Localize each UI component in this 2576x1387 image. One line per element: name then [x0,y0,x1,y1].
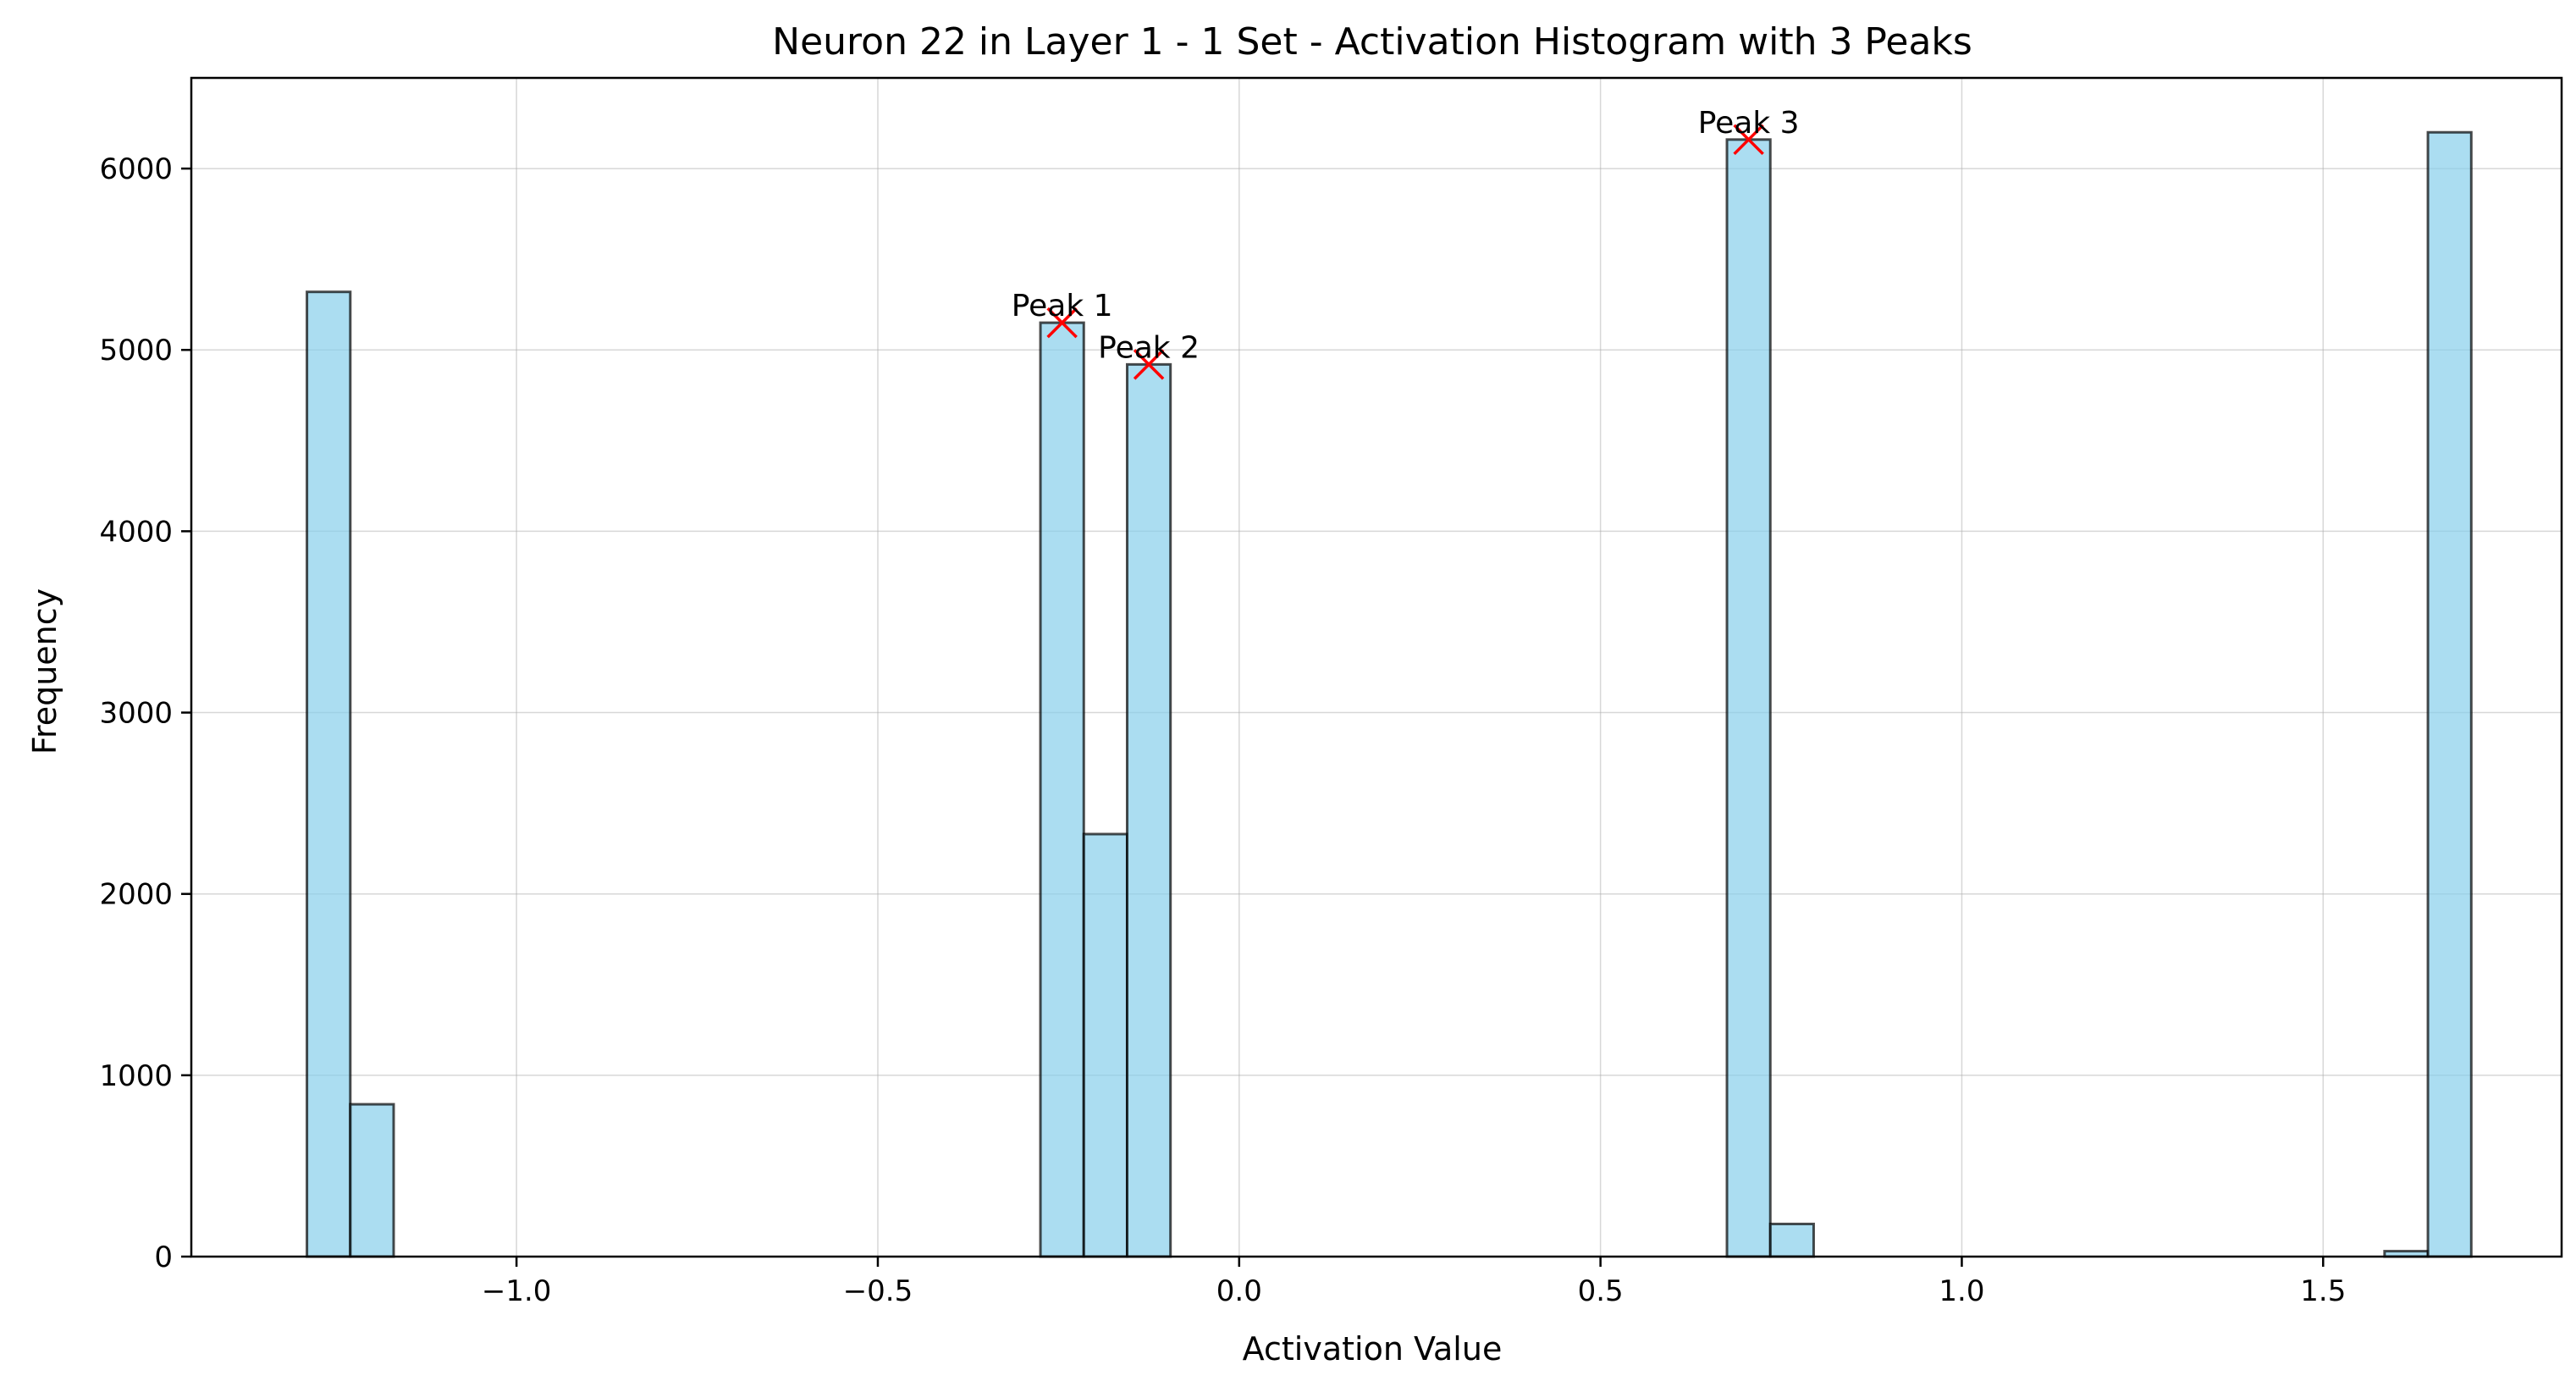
peak-marker-2 [1133,349,1165,380]
x-tick-label: 0.5 [1578,1274,1624,1308]
plot-frame [190,76,2563,1258]
x-tick-label: 1.5 [2300,1274,2346,1308]
x-axis-label: Activation Value [1243,1330,1503,1368]
chart-title: Neuron 22 in Layer 1 - 1 Set - Activatio… [772,20,1972,64]
x-tick-label: 1.0 [1939,1274,1984,1308]
histogram-bar-2 [349,1102,395,1258]
y-tick-label: 0 [154,1241,173,1274]
y-tick-label: 5000 [99,334,173,367]
histogram-bar-3 [1039,321,1085,1258]
y-tick-label: 2000 [99,878,173,912]
histogram-bar-6 [1725,138,1772,1258]
histogram-bar-7 [1768,1222,1815,1258]
y-axis-label: Frequency [26,589,63,754]
peak-markers: Peak 1 Peak 2 Peak 3 [1012,106,1800,380]
histogram-bars [306,130,2473,1258]
peak-marker-3 [1733,124,1764,156]
y-tick-label: 6000 [99,152,173,186]
y-tick-label: 3000 [99,697,173,731]
grid [191,78,2562,1257]
x-tick-label: −1.0 [482,1274,552,1308]
histogram-bar-9 [2426,130,2473,1258]
y-tick-label: 1000 [99,1059,173,1093]
x-tick-label: 0.0 [1216,1274,1262,1308]
y-axis-ticks: 0 1000 2000 3000 4000 5000 6000 [99,152,191,1274]
x-tick-label: −0.5 [843,1274,913,1308]
histogram-bar-5 [1125,362,1172,1258]
histogram-bar-1 [306,290,352,1258]
peak-label-2: Peak 2 [1098,330,1200,365]
y-tick-label: 4000 [99,515,173,549]
histogram-bar-4 [1082,832,1128,1258]
x-axis-ticks: −1.0 −0.5 0.0 0.5 1.0 1.5 [482,1257,2346,1308]
peak-label-3: Peak 3 [1698,106,1800,141]
peak-marker-1 [1046,307,1078,339]
peak-label-1: Peak 1 [1012,289,1113,323]
